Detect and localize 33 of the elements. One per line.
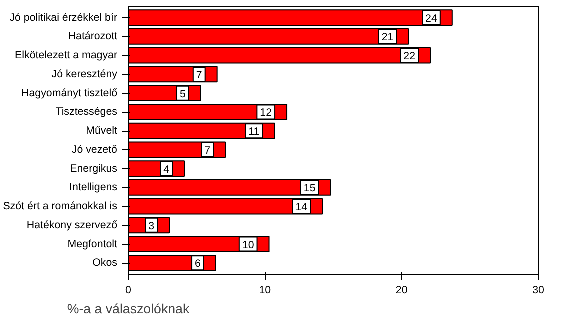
data-label: 14 xyxy=(296,202,308,214)
x-tick-label: 10 xyxy=(259,284,272,296)
y-tick-label: Művelt xyxy=(86,125,118,138)
x-tick-label: 0 xyxy=(126,284,132,296)
y-tick-label: Megfontolt xyxy=(68,238,118,250)
data-label: 5 xyxy=(180,88,186,100)
data-label: 11 xyxy=(248,126,260,138)
data-label: 10 xyxy=(242,239,254,252)
y-tick-label: Jó politikai érzékkel bír xyxy=(10,12,118,24)
y-tick-label: Szót ért a románokkal is xyxy=(3,200,118,213)
data-label: 22 xyxy=(404,50,416,63)
y-tick-label: Jó vezető xyxy=(72,144,118,156)
data-label: 4 xyxy=(164,164,170,176)
y-tick-label: Hatékony szervező xyxy=(26,219,118,232)
y-tick-label: Intelligens xyxy=(70,182,118,194)
y-tick-label: Okos xyxy=(92,257,118,270)
data-label: 7 xyxy=(204,144,211,157)
data-label: 7 xyxy=(196,69,202,82)
data-label: 15 xyxy=(304,182,316,195)
x-axis-title: %-a a válaszolóknak xyxy=(67,302,190,316)
y-tick-label: Energikus xyxy=(70,162,118,175)
x-tick-label: 20 xyxy=(396,284,408,296)
data-label: 21 xyxy=(382,32,394,44)
y-tick-label: Jó keresztény xyxy=(52,68,118,80)
data-label: 12 xyxy=(260,107,272,120)
data-label: 24 xyxy=(426,12,438,25)
y-tick-label: Tisztességes xyxy=(56,106,118,118)
x-tick-label: 30 xyxy=(532,284,544,296)
data-label: 6 xyxy=(195,258,202,270)
y-tick-label: Elkötelezett a magyar xyxy=(15,50,118,62)
data-label: 3 xyxy=(148,220,155,232)
y-tick-label: Határozott xyxy=(68,30,118,43)
y-tick-label: Hagyományt tisztelő xyxy=(22,87,118,100)
